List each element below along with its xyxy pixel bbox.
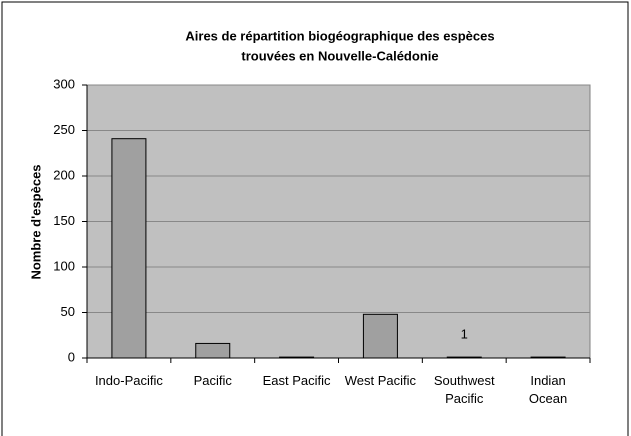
chart-title: trouvées en Nouvelle-Calédonie — [241, 48, 438, 63]
y-axis-label: Nombre d'espèces — [28, 164, 43, 279]
bar — [446, 356, 482, 359]
bar — [111, 138, 147, 359]
chart-title: Aires de répartition biogéographique des… — [185, 28, 494, 43]
bar — [530, 356, 566, 359]
x-tick-label: Southwest Pacific — [433, 373, 495, 406]
y-tick-label: 300 — [53, 76, 75, 91]
x-tick-label: Indo-Pacific — [94, 373, 163, 388]
data-label: 1 — [461, 327, 468, 342]
y-tick-label: 250 — [53, 122, 75, 137]
x-tick-label: Indian Ocean — [528, 373, 568, 406]
x-tick-label: East Pacific — [262, 373, 331, 388]
y-tick-label: 100 — [53, 258, 75, 273]
x-tick-label: Pacific — [193, 373, 232, 388]
x-tick-label: West Pacific — [344, 373, 417, 388]
bar — [279, 356, 315, 359]
y-tick-label: 200 — [53, 167, 75, 182]
bar — [362, 313, 398, 359]
y-tick-label: 0 — [68, 349, 75, 364]
bar — [195, 342, 231, 359]
y-tick-label: 150 — [53, 213, 75, 228]
y-tick-label: 50 — [61, 304, 75, 319]
